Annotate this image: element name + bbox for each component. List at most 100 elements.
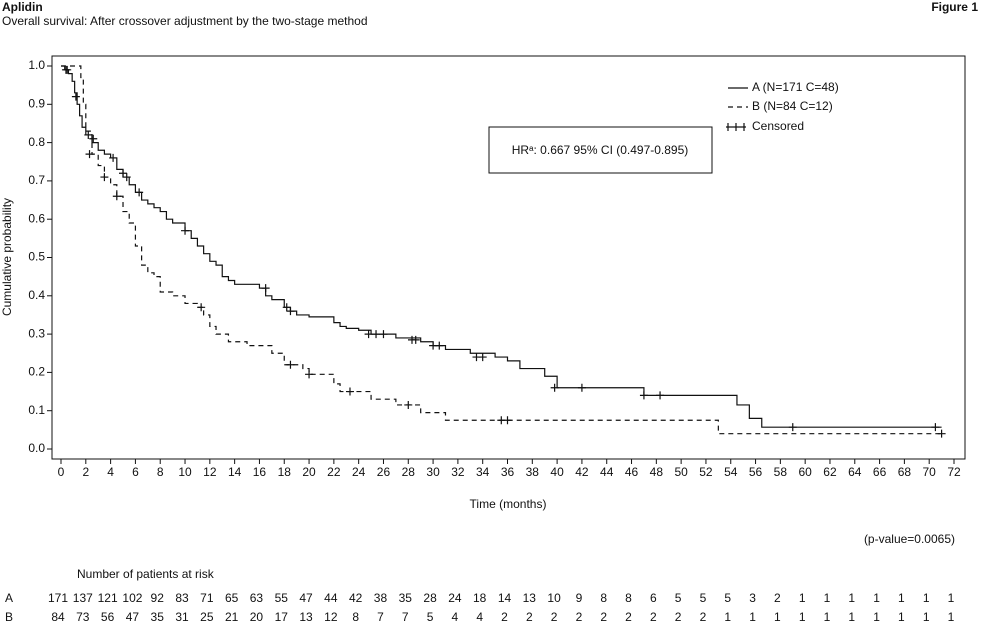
x-tick-label: 46 — [625, 465, 639, 479]
risk-count: 1 — [948, 610, 955, 624]
censor-mark — [379, 330, 388, 339]
risk-count: 44 — [324, 591, 338, 605]
risk-count: 2 — [526, 610, 533, 624]
censor-mark — [197, 303, 206, 312]
censor-mark — [119, 169, 128, 178]
risk-count: 7 — [377, 610, 384, 624]
x-tick-label: 66 — [873, 465, 887, 479]
y-tick-label: 1.0 — [28, 58, 45, 72]
x-tick-label: 48 — [650, 465, 664, 479]
censor-mark — [788, 423, 797, 432]
x-tick-label: 32 — [451, 465, 465, 479]
figure-label: Figure 1 — [931, 0, 978, 14]
censor-mark — [286, 360, 295, 369]
y-tick-label: 0.4 — [28, 288, 45, 302]
risk-count: 1 — [799, 591, 806, 605]
x-tick-label: 40 — [550, 465, 564, 479]
x-tick-label: 20 — [302, 465, 316, 479]
risk-count: 8 — [352, 610, 359, 624]
risk-count: 24 — [448, 591, 462, 605]
x-tick-label: 70 — [923, 465, 937, 479]
censor-mark — [286, 307, 295, 316]
y-tick-label: 0.9 — [28, 96, 45, 110]
risk-count: 63 — [250, 591, 264, 605]
risk-count: 1 — [848, 591, 855, 605]
risk-table-title: Number of patients at risk — [77, 567, 215, 581]
x-tick-label: 54 — [724, 465, 738, 479]
legend-label: A (N=171 C=48) — [752, 80, 839, 94]
x-tick-label: 44 — [600, 465, 614, 479]
x-tick-label: 30 — [426, 465, 440, 479]
plot-frame — [51, 55, 966, 460]
risk-count: 1 — [774, 610, 781, 624]
risk-count: 1 — [873, 610, 880, 624]
x-tick-label: 0 — [58, 465, 65, 479]
risk-count: 2 — [600, 610, 607, 624]
legend-censor — [726, 123, 746, 131]
risk-count: 25 — [200, 610, 214, 624]
censor-mark — [122, 173, 131, 182]
risk-row-label: A — [5, 591, 13, 605]
risk-count: 1 — [749, 610, 756, 624]
censor-mark — [656, 391, 665, 400]
y-tick-label: 0.8 — [28, 135, 45, 149]
risk-count: 47 — [299, 591, 313, 605]
risk-count: 55 — [275, 591, 289, 605]
censor-mark — [372, 330, 381, 339]
legend-label: Censored — [752, 119, 804, 133]
risk-count: 21 — [225, 610, 239, 624]
risk-count: 2 — [501, 610, 508, 624]
risk-count: 1 — [873, 591, 880, 605]
censor-mark — [345, 387, 354, 396]
risk-count: 83 — [175, 591, 189, 605]
hr-box — [488, 126, 713, 174]
risk-count: 31 — [175, 610, 189, 624]
x-tick-label: 10 — [178, 465, 192, 479]
censor-mark — [135, 188, 144, 197]
y-axis-label: Cumulative probability — [0, 198, 14, 316]
risk-count: 8 — [600, 591, 607, 605]
risk-count: 2 — [774, 591, 781, 605]
censor-mark — [639, 391, 648, 400]
x-tick-label: 26 — [377, 465, 391, 479]
risk-count: 71 — [200, 591, 214, 605]
y-tick-label: 0.0 — [28, 441, 45, 455]
risk-count: 2 — [551, 610, 558, 624]
risk-count: 1 — [898, 610, 905, 624]
risk-count: 1 — [799, 610, 806, 624]
risk-count: 6 — [650, 591, 657, 605]
censor-mark — [63, 65, 72, 74]
x-tick-label: 62 — [823, 465, 837, 479]
risk-row-label: B — [5, 610, 13, 624]
risk-count: 1 — [923, 591, 930, 605]
chart-subtitle: Overall survival: After crossover adjust… — [2, 14, 368, 28]
risk-count: 1 — [848, 610, 855, 624]
x-tick-label: 56 — [749, 465, 763, 479]
censor-mark — [550, 383, 559, 392]
censor-mark — [404, 400, 413, 409]
censor-mark — [931, 423, 940, 432]
risk-count: 5 — [675, 591, 682, 605]
censor-mark — [411, 335, 420, 344]
risk-count: 10 — [547, 591, 561, 605]
risk-count: 92 — [151, 591, 165, 605]
risk-count: 5 — [700, 591, 707, 605]
y-tick-label: 0.6 — [28, 211, 45, 225]
risk-count: 2 — [675, 610, 682, 624]
risk-count: 1 — [923, 610, 930, 624]
risk-count: 2 — [650, 610, 657, 624]
x-tick-label: 2 — [82, 465, 89, 479]
hr-annotation: HRᵃ: 0.667 95% CI (0.497-0.895) — [512, 143, 689, 157]
censor-mark — [84, 130, 93, 139]
risk-count: 1 — [824, 610, 831, 624]
risk-count: 38 — [374, 591, 388, 605]
censor-mark — [181, 226, 190, 235]
risk-count: 1 — [948, 591, 955, 605]
risk-count: 18 — [473, 591, 487, 605]
censor-mark — [478, 353, 487, 362]
x-tick-label: 34 — [476, 465, 490, 479]
x-tick-label: 38 — [526, 465, 540, 479]
x-axis-label: Time (months) — [470, 497, 547, 511]
risk-count: 14 — [498, 591, 512, 605]
